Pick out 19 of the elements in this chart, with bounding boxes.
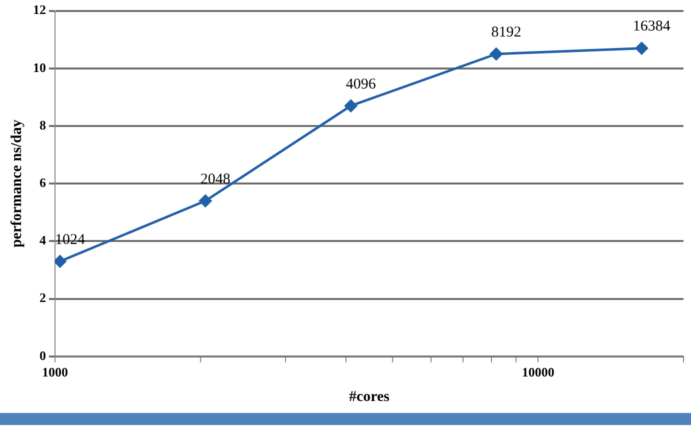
y-tick-label: 0: [40, 348, 46, 363]
x-tick-label: 10000: [522, 364, 554, 380]
y-tick-label: 4: [40, 232, 46, 248]
x-tick-label: 1000: [42, 364, 68, 380]
point: [344, 100, 358, 112]
x-axis-title: #cores: [348, 388, 390, 405]
point: [199, 194, 212, 208]
point: [635, 42, 648, 54]
point: [55, 255, 66, 268]
y-axis-title: performance ns/day: [8, 119, 25, 248]
y-tick-label: 2: [40, 290, 46, 306]
annotation: 8192: [491, 24, 522, 40]
y-tick-label: 10: [33, 60, 46, 75]
y-tick-label: 12: [33, 2, 46, 18]
annotation: 4096: [346, 76, 376, 92]
point: [490, 48, 502, 60]
annotation: 16384: [632, 18, 671, 35]
y-tick-label: 6: [40, 174, 46, 190]
y-tick-label: 8: [40, 117, 46, 132]
